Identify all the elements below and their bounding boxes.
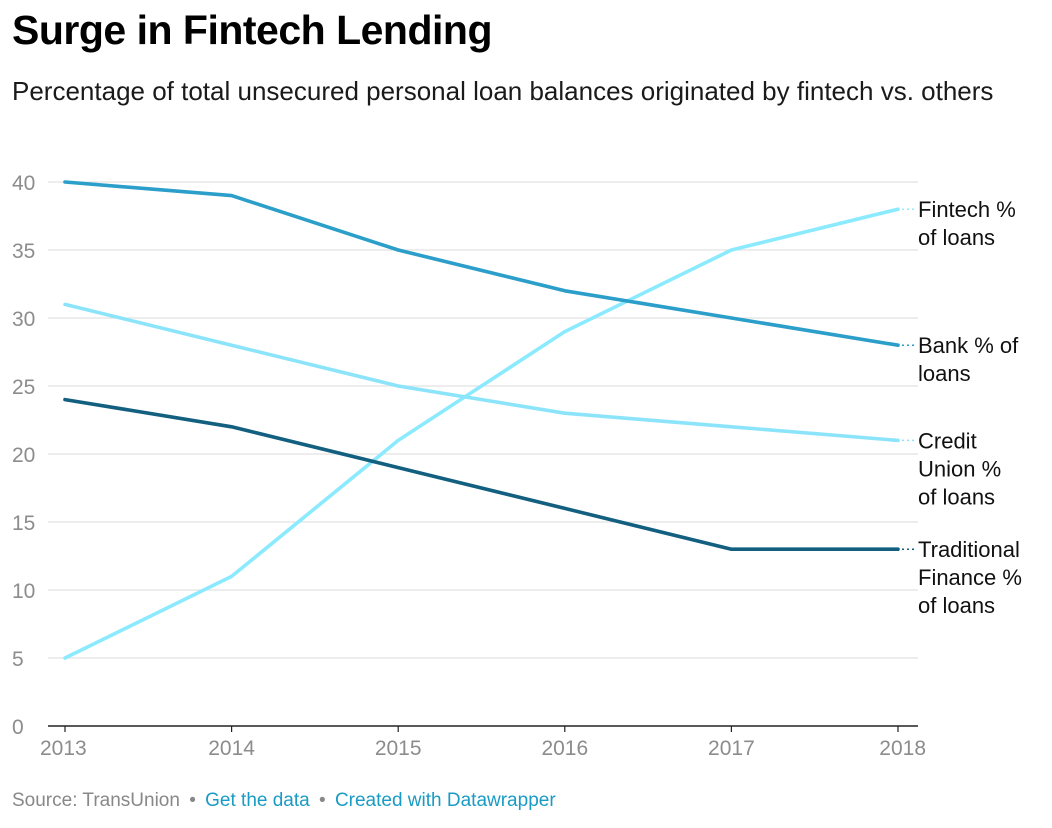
y-tick-label: 0 — [12, 716, 24, 739]
footer-separator: • — [189, 790, 196, 811]
series-label: Credit — [918, 428, 977, 453]
y-tick-label: 35 — [12, 240, 35, 263]
x-tick-label: 2018 — [879, 737, 926, 760]
x-tick-label: 2017 — [708, 737, 755, 760]
y-tick-label: 25 — [12, 376, 35, 399]
gridlines — [48, 181, 918, 659]
chart-subtitle: Percentage of total unsecured personal l… — [12, 76, 994, 106]
x-tick-label: 2013 — [40, 737, 87, 760]
y-tick-label: 5 — [12, 648, 24, 671]
chart-footer: Source: TransUnion • Get the data • Crea… — [12, 790, 556, 812]
series-label: of loans — [918, 225, 995, 250]
get-data-link[interactable]: Get the data — [205, 790, 310, 811]
chart-title: Surge in Fintech Lending — [12, 7, 493, 53]
y-tick-label: 15 — [12, 512, 35, 535]
y-tick-label: 20 — [12, 444, 35, 467]
series-label: Fintech % — [918, 197, 1016, 222]
series-label: of loans — [918, 593, 995, 618]
series-label: of loans — [918, 484, 995, 509]
series-label: Union % — [918, 456, 1001, 481]
y-tick-label: 30 — [12, 308, 35, 331]
footer-separator: • — [319, 790, 326, 811]
x-tick-label: 2015 — [375, 737, 422, 760]
x-tick-label: 2016 — [541, 737, 588, 760]
series-label: Bank % of — [918, 333, 1019, 358]
series-line — [63, 302, 900, 443]
source-note: Source: TransUnion — [12, 790, 180, 811]
series-label: loans — [918, 361, 971, 386]
series-line — [63, 397, 900, 552]
series-label: Traditional — [918, 537, 1020, 562]
datawrapper-link[interactable]: Created with Datawrapper — [334, 790, 556, 811]
series-label: Finance % — [918, 565, 1022, 590]
series-line — [63, 180, 900, 348]
series-line — [63, 207, 900, 660]
series-labels: Fintech % of loans Bank % of loans Credit Uni… — [902, 197, 1022, 618]
x-tick-label: 2014 — [208, 737, 255, 760]
series-lines — [63, 180, 900, 660]
axes: 0 5 10 15 20 25 30 35 40 2013 2014 2015 2016 2017 2018 — [12, 172, 926, 760]
y-tick-label: 40 — [12, 172, 35, 195]
y-tick-label: 10 — [12, 580, 35, 603]
